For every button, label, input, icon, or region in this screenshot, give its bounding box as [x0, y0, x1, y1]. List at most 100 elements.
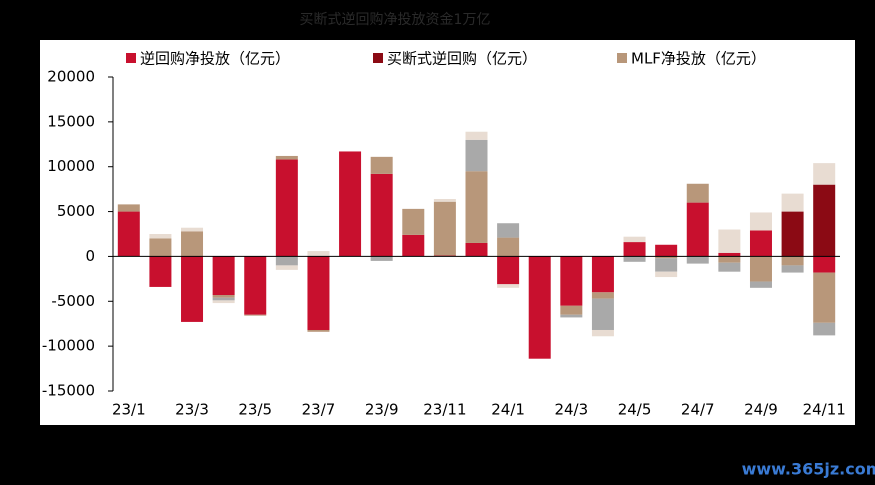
bar-segment	[623, 256, 646, 262]
bar-segment	[781, 211, 804, 257]
bar-segment	[718, 262, 741, 272]
x-tick-label: 24/7	[681, 401, 715, 419]
bar-segment	[117, 204, 140, 212]
bar-segment	[718, 256, 741, 263]
bar-segment	[560, 256, 583, 306]
bar-segment	[718, 252, 741, 257]
bar-segment	[560, 314, 583, 318]
bar-segment	[686, 183, 709, 203]
chart-title: 买断式逆回购净投放资金1万亿	[300, 12, 491, 28]
bar-segment	[528, 256, 551, 359]
x-tick-label: 24/3	[554, 401, 588, 419]
bar-segment	[370, 173, 393, 257]
bar-segment	[275, 265, 298, 270]
bar-segment	[813, 184, 836, 257]
bar-segment	[655, 256, 678, 259]
y-tick-label: -5000	[51, 292, 95, 310]
bar-segment	[749, 212, 772, 231]
bar-segment	[244, 256, 267, 315]
bar-segment	[181, 227, 204, 232]
bar-segment	[244, 314, 267, 316]
y-tick-label: 0	[85, 247, 95, 265]
bar-segment	[465, 171, 488, 243]
bar-segment	[433, 199, 456, 202]
bar-segment	[591, 298, 614, 330]
bar-segment	[212, 297, 235, 301]
bar-segment	[149, 234, 172, 239]
y-tick-label: 5000	[57, 202, 95, 220]
bar-segment	[655, 271, 678, 278]
bar-segment	[591, 256, 614, 293]
y-tick-label: 10000	[47, 157, 95, 175]
bar-segment	[181, 231, 204, 257]
bar-segment	[749, 230, 772, 257]
bar-segment	[749, 281, 772, 288]
bar-segment	[212, 300, 235, 304]
bar-segment	[686, 202, 709, 257]
bar-segment	[433, 201, 456, 256]
bar-segment	[591, 292, 614, 299]
bar-segment	[781, 256, 804, 266]
bar-segment	[655, 258, 678, 272]
bar-segment	[781, 193, 804, 212]
watermark: www.365jz.com	[742, 460, 875, 479]
legend-swatch	[126, 53, 136, 63]
x-tick-label: 24/5	[618, 401, 652, 419]
x-tick-label: 23/3	[175, 401, 209, 419]
bar-segment	[307, 256, 330, 330]
bar-segment	[623, 242, 646, 257]
bar-segment	[275, 256, 298, 266]
bar-segment	[497, 284, 520, 288]
bar-segment	[149, 238, 172, 257]
x-tick-label: 23/5	[238, 401, 272, 419]
bar-segment	[813, 272, 836, 323]
bar-segment	[212, 295, 235, 298]
bar-segment	[275, 159, 298, 257]
x-tick-label: 24/9	[744, 401, 778, 419]
bar-segment	[117, 211, 140, 257]
bar-segment	[497, 223, 520, 238]
legend-swatch	[617, 53, 627, 63]
y-tick-label: -15000	[42, 382, 95, 400]
bar-segment	[655, 244, 678, 257]
bar-segment	[465, 131, 488, 140]
legend-label: 买断式逆回购（亿元）	[387, 50, 537, 68]
bar-segment	[149, 256, 172, 287]
bar-segment	[686, 256, 709, 264]
bar-segment	[591, 329, 614, 337]
bar-segment	[370, 156, 393, 174]
legend-label: MLF净投放（亿元）	[631, 50, 766, 68]
bar-segment	[497, 256, 520, 285]
x-tick-label: 23/1	[112, 401, 146, 419]
bar-segment	[212, 256, 235, 296]
bar-segment	[275, 155, 298, 160]
y-tick-label: -10000	[42, 337, 95, 355]
x-tick-label: 23/9	[365, 401, 399, 419]
bar-segment	[813, 322, 836, 336]
y-tick-label: 15000	[47, 112, 95, 130]
bar-segment	[623, 236, 646, 243]
bar-segment	[465, 139, 488, 172]
x-tick-label: 24/1	[491, 401, 525, 419]
bar-segment	[402, 208, 425, 235]
bar-segment	[307, 251, 330, 257]
bar-segment	[749, 256, 772, 282]
bar-segment	[465, 242, 488, 257]
bar-segment	[402, 234, 425, 257]
bar-segment	[718, 229, 741, 253]
bar-segment	[781, 265, 804, 273]
bar-segment	[560, 305, 583, 315]
x-tick-label: 23/7	[302, 401, 336, 419]
bar-segment	[813, 256, 836, 273]
legend-label: 逆回购净投放（亿元）	[140, 50, 290, 68]
bar-segment	[339, 151, 362, 257]
x-tick-label: 23/11	[423, 401, 466, 419]
bar-segment	[370, 256, 393, 261]
y-tick-label: 20000	[47, 68, 95, 86]
legend-swatch	[373, 53, 383, 63]
bar-segment	[813, 163, 836, 185]
bar-segment	[497, 237, 520, 257]
bar-segment	[181, 256, 204, 322]
bar-segment	[307, 329, 330, 332]
